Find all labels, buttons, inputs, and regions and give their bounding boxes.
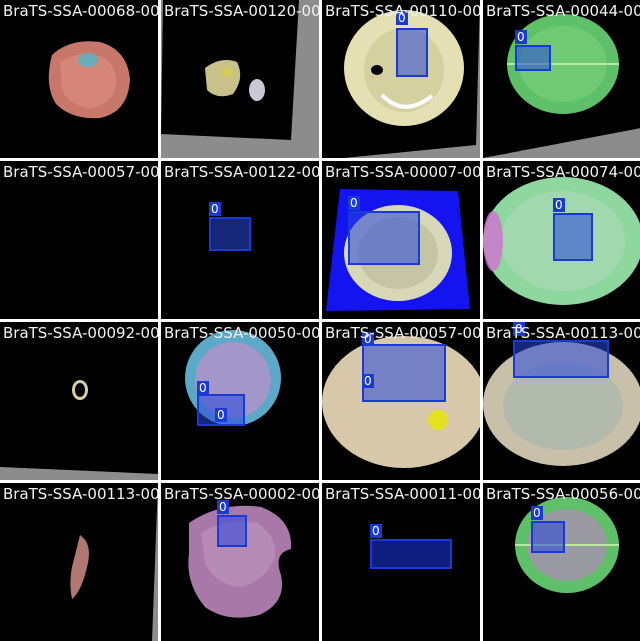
- detection-box: [513, 340, 609, 378]
- detection-class-tag: 0: [348, 196, 360, 210]
- detection-box: [197, 394, 245, 426]
- brain-scan-image: [161, 0, 319, 158]
- detection-class-tag: 0: [513, 322, 525, 336]
- image-tile: BraTS-SSA-00068-000-t2f.png: [0, 0, 158, 158]
- image-tile: BraTS-SSA-00120-000-t1c.png: [161, 0, 319, 158]
- detection-box: [396, 28, 428, 77]
- brain-scan-image: [0, 483, 158, 641]
- image-tile: 0 BraTS-SSA-00113-000-t2f.png: [483, 322, 640, 480]
- detection-class-tag: 0: [531, 506, 543, 520]
- image-tile: BraTS-SSA-00113-000-t1n.png: [0, 483, 158, 641]
- brain-scan-image: [483, 483, 640, 641]
- detection-class-tag: 0: [553, 198, 565, 212]
- brain-scan-image: [0, 0, 158, 158]
- image-tile: 0 0 BraTS-SSA-00057-000-t2w.png: [322, 322, 480, 480]
- image-tile: 0 BraTS-SSA-00056-000-t1c.png: [483, 483, 640, 641]
- detection-box: [362, 344, 446, 402]
- detection-class-tag: 0: [217, 500, 229, 514]
- brain-scan-image: [322, 0, 480, 158]
- image-tile: BraTS-SSA-00092-000-t1c.png: [0, 322, 158, 480]
- image-tile: 0 BraTS-SSA-00122-000-t1n.png: [161, 161, 319, 319]
- detection-class-tag: 0: [396, 11, 408, 25]
- detection-box: [531, 521, 565, 553]
- brain-scan-image: [0, 161, 158, 319]
- image-tile: 0 BraTS-SSA-00011-000-t2w.png: [322, 483, 480, 641]
- image-tile: 0 BraTS-SSA-00002-000-t1c.png: [161, 483, 319, 641]
- image-tile: BraTS-SSA-00057-000-t1n.png: [0, 161, 158, 319]
- detection-box: [553, 213, 593, 261]
- image-tile: 0 0 BraTS-SSA-00050-000-t2f.png: [161, 322, 319, 480]
- detection-class-tag: 0: [197, 381, 209, 395]
- detection-box: [370, 539, 452, 569]
- detection-class-tag: 0: [362, 332, 374, 346]
- brain-scan-image: [161, 483, 319, 641]
- detection-box: [348, 211, 420, 265]
- detection-class-tag: 0: [370, 524, 382, 538]
- brain-scan-image: [483, 0, 640, 158]
- detection-box: [217, 515, 247, 547]
- brain-scan-image: [0, 322, 158, 480]
- detection-class-tag: 0: [209, 202, 221, 216]
- detection-box: [515, 45, 551, 71]
- detection-class-tag: 0: [215, 408, 227, 422]
- image-tile: 0 BraTS-SSA-00074-000-t1c.png: [483, 161, 640, 319]
- image-tile: 0 BraTS-SSA-00044-000-t1c.png: [483, 0, 640, 158]
- detection-class-tag: 0: [515, 30, 527, 44]
- image-tile: 0 BraTS-SSA-00007-000-t1c.png: [322, 161, 480, 319]
- detection-class-tag: 0: [362, 374, 374, 388]
- detection-box: [209, 217, 251, 251]
- image-tile: 0 BraTS-SSA-00110-000-t2w.png: [322, 0, 480, 158]
